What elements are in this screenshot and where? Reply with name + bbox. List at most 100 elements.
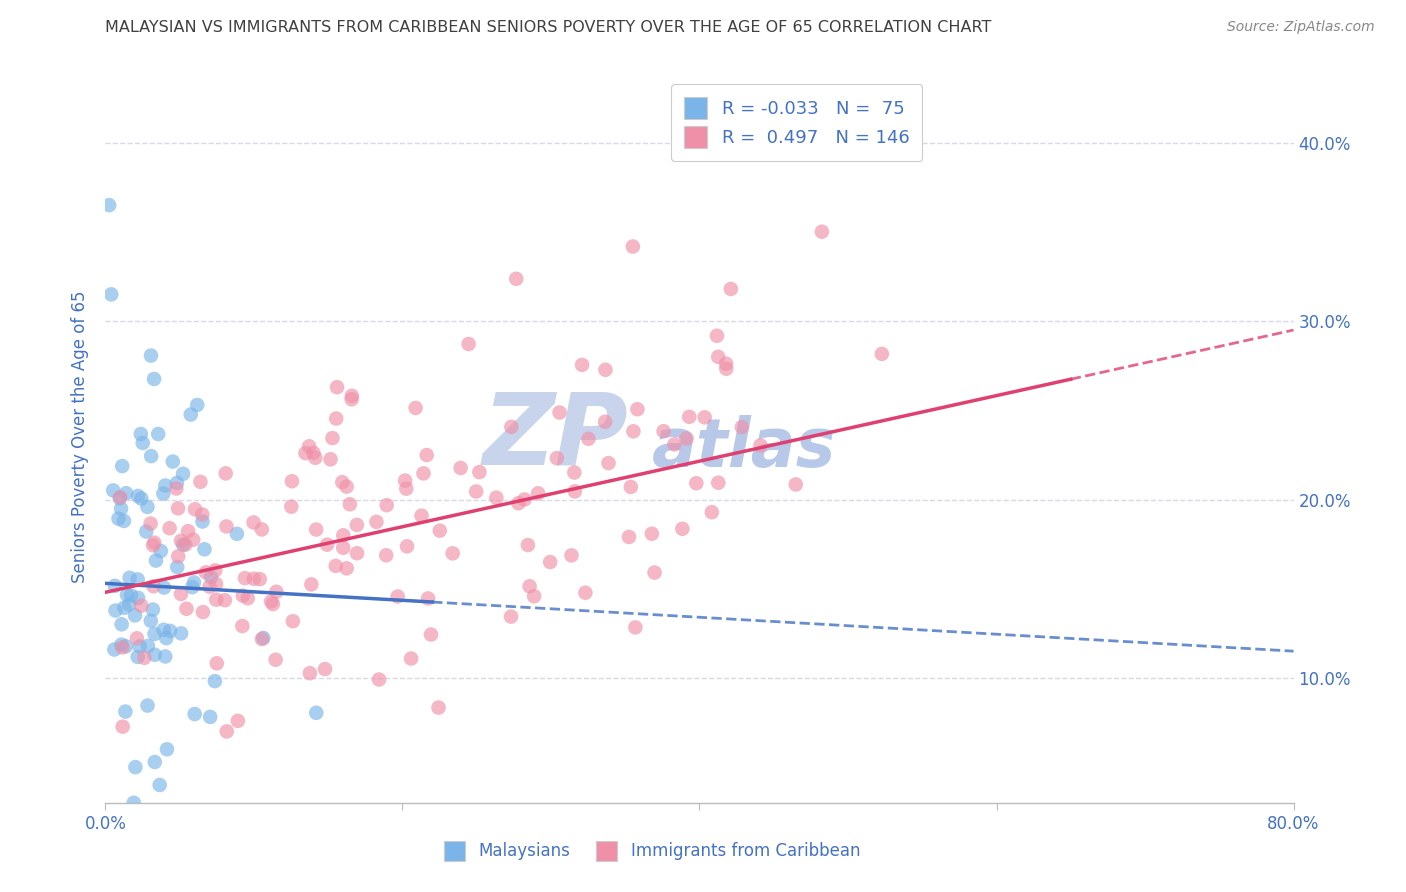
Point — [811, 225, 834, 239]
Point — [598, 456, 620, 470]
Point — [143, 372, 166, 386]
Point — [339, 497, 361, 511]
Point — [155, 649, 177, 664]
Point — [395, 482, 418, 496]
Point — [242, 516, 264, 530]
Point — [346, 517, 368, 532]
Point — [159, 624, 181, 638]
Point — [465, 484, 488, 499]
Point — [167, 549, 190, 564]
Point — [156, 742, 179, 756]
Point — [626, 402, 648, 417]
Point — [620, 480, 643, 494]
Point — [142, 602, 165, 616]
Point — [368, 673, 391, 687]
Point — [139, 614, 162, 628]
Point — [340, 389, 363, 403]
Point — [749, 438, 772, 452]
Point — [450, 461, 472, 475]
Point — [714, 357, 737, 371]
Point — [678, 409, 700, 424]
Point — [143, 535, 166, 549]
Point — [131, 491, 153, 506]
Point — [108, 491, 131, 505]
Point — [652, 424, 675, 438]
Point — [523, 589, 546, 603]
Point — [399, 651, 422, 665]
Point — [124, 608, 146, 623]
Point — [685, 476, 707, 491]
Point — [226, 714, 249, 728]
Point — [304, 450, 326, 465]
Point — [198, 580, 221, 594]
Point — [501, 420, 523, 434]
Point — [184, 502, 207, 516]
Point — [336, 480, 359, 494]
Point — [142, 579, 165, 593]
Point — [420, 627, 443, 641]
Point — [264, 653, 287, 667]
Point — [111, 617, 134, 632]
Point — [174, 538, 197, 552]
Point — [136, 698, 159, 713]
Point — [111, 459, 134, 474]
Point — [194, 566, 217, 580]
Text: Source: ZipAtlas.com: Source: ZipAtlas.com — [1227, 20, 1375, 34]
Point — [394, 474, 416, 488]
Point — [200, 570, 222, 584]
Point — [136, 500, 159, 514]
Point — [143, 648, 166, 662]
Point — [183, 575, 205, 590]
Point — [457, 337, 479, 351]
Point — [548, 405, 571, 419]
Point — [142, 538, 165, 552]
Point — [181, 580, 204, 594]
Point — [468, 465, 491, 479]
Point — [485, 491, 508, 505]
Point — [346, 546, 368, 560]
Point — [411, 508, 433, 523]
Point — [242, 572, 264, 586]
Point — [429, 524, 451, 538]
Point — [167, 501, 190, 516]
Point — [104, 603, 127, 617]
Point — [325, 411, 347, 425]
Point — [100, 287, 122, 301]
Point — [785, 477, 807, 491]
Point — [191, 515, 214, 529]
Point — [302, 446, 325, 460]
Point — [136, 639, 159, 653]
Point — [513, 492, 536, 507]
Point — [122, 796, 145, 810]
Point — [571, 358, 593, 372]
Point — [412, 467, 434, 481]
Point — [127, 573, 149, 587]
Point — [225, 526, 247, 541]
Point — [159, 521, 181, 535]
Point — [124, 760, 146, 774]
Point — [110, 501, 132, 516]
Point — [405, 401, 427, 415]
Point — [108, 491, 131, 505]
Point — [127, 489, 149, 503]
Point — [111, 720, 134, 734]
Point — [166, 475, 188, 490]
Point — [198, 710, 221, 724]
Point — [110, 638, 132, 652]
Point — [180, 408, 202, 422]
Point — [319, 452, 342, 467]
Point — [139, 516, 162, 531]
Point — [340, 392, 363, 407]
Point — [262, 597, 284, 611]
Point — [205, 577, 228, 591]
Point — [416, 591, 439, 606]
Point — [693, 410, 716, 425]
Point — [250, 632, 273, 646]
Point — [250, 523, 273, 537]
Point — [564, 484, 586, 499]
Point — [131, 599, 153, 613]
Point — [162, 454, 184, 468]
Point — [395, 540, 418, 554]
Point — [252, 631, 274, 645]
Point — [170, 587, 193, 601]
